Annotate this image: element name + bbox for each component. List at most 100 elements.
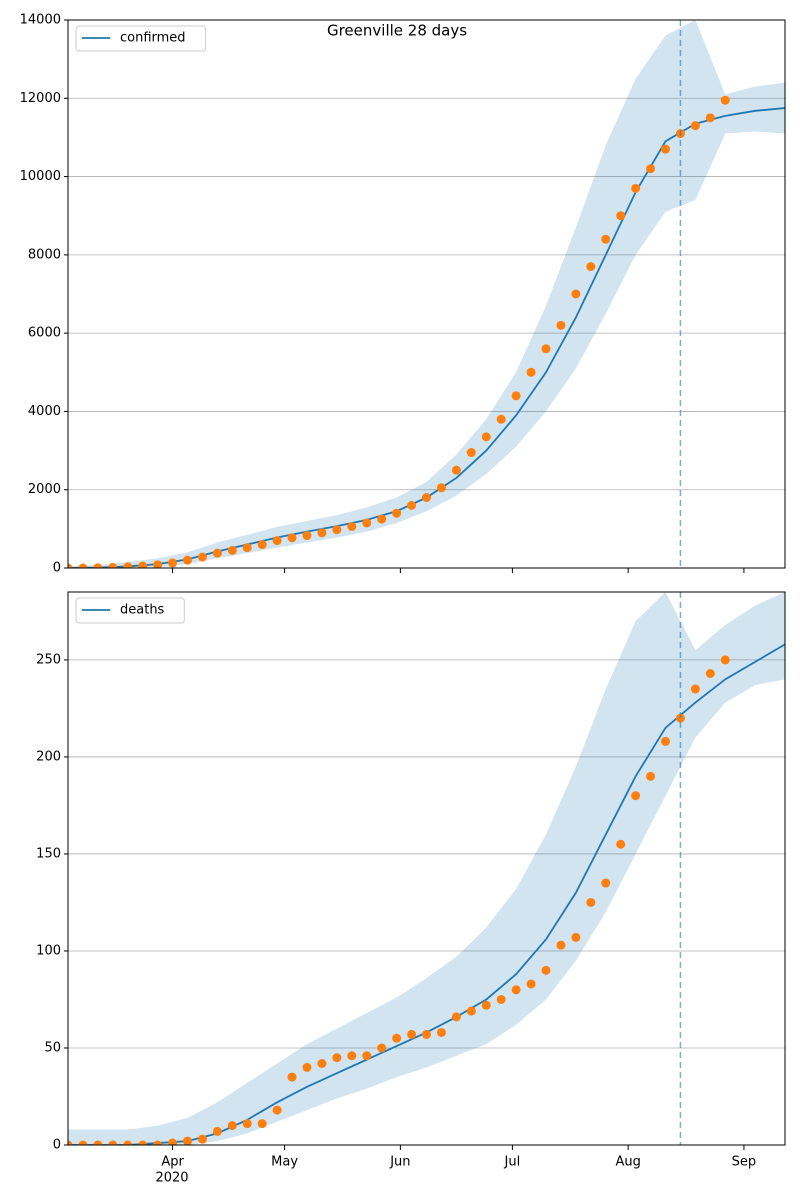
- x-tick-label: Jun: [389, 1155, 410, 1170]
- observed-point: [197, 1134, 207, 1144]
- observed-point: [541, 965, 551, 975]
- observed-point: [571, 932, 581, 942]
- observed-point: [78, 563, 88, 568]
- observed-point: [526, 979, 536, 989]
- observed-point: [332, 525, 342, 535]
- y-tick-label: 10000: [20, 169, 61, 184]
- observed-point: [93, 1140, 103, 1145]
- observed-point: [451, 1012, 461, 1022]
- observed-point: [496, 414, 506, 424]
- observed-point: [212, 548, 222, 558]
- y-tick-label: 150: [36, 846, 61, 861]
- observed-point: [481, 432, 491, 442]
- observed-point: [616, 839, 626, 849]
- observed-point: [616, 211, 626, 221]
- year-label: 2020: [155, 1171, 188, 1186]
- observed-point: [661, 736, 670, 746]
- plot-area: [68, 20, 785, 568]
- observed-point: [153, 1140, 163, 1145]
- observed-point: [407, 500, 417, 510]
- legend-label: confirmed: [120, 31, 186, 46]
- y-tick-label: 50: [44, 1040, 61, 1055]
- observed-point: [347, 1051, 357, 1061]
- observed-point: [377, 514, 387, 524]
- legend: confirmed: [75, 25, 207, 52]
- observed-point: [138, 1140, 148, 1145]
- x-tick-label: Jul: [504, 1155, 521, 1170]
- observed-point: [302, 1062, 312, 1072]
- observed-point: [362, 518, 372, 528]
- observed-point: [556, 940, 566, 950]
- observed-point: [705, 668, 715, 678]
- legend: deaths: [75, 597, 185, 624]
- y-tick-label: 200: [36, 749, 61, 764]
- y-tick-label: 100: [36, 943, 61, 958]
- observed-point: [526, 367, 536, 377]
- y-tick-label: 2000: [28, 482, 61, 497]
- observed-point: [705, 113, 715, 123]
- observed-point: [481, 1000, 491, 1010]
- observed-point: [646, 164, 656, 174]
- observed-point: [690, 684, 700, 694]
- observed-point: [720, 95, 730, 105]
- observed-point: [68, 1140, 73, 1145]
- observed-point: [422, 1029, 431, 1039]
- observed-point: [287, 533, 297, 543]
- observed-point: [257, 1119, 267, 1129]
- observed-point: [511, 985, 521, 995]
- observed-point: [646, 771, 656, 781]
- legend-box: [75, 25, 207, 52]
- observed-point: [511, 391, 521, 401]
- observed-point: [197, 552, 207, 562]
- observed-point: [272, 1105, 282, 1115]
- observed-point: [138, 561, 148, 568]
- uncertainty-band: [68, 592, 785, 1145]
- observed-point: [272, 536, 282, 546]
- observed-point: [78, 1140, 88, 1145]
- observed-point: [377, 1043, 387, 1053]
- observed-point: [317, 528, 327, 538]
- observed-point: [168, 558, 178, 568]
- observed-point: [183, 1136, 192, 1145]
- observed-point: [466, 1006, 476, 1016]
- observed-point: [436, 483, 446, 493]
- observed-point: [183, 555, 192, 565]
- y-tick-label: 0: [53, 1138, 61, 1153]
- observed-point: [422, 493, 431, 503]
- observed-point: [466, 448, 476, 458]
- observed-point: [392, 508, 402, 518]
- x-tick-label: May: [271, 1155, 298, 1170]
- observed-point: [601, 878, 611, 888]
- observed-point: [242, 543, 252, 553]
- observed-point: [496, 994, 506, 1004]
- observed-point: [586, 897, 596, 907]
- observed-point: [302, 531, 312, 541]
- observed-point: [287, 1072, 297, 1082]
- observed-point: [362, 1051, 372, 1061]
- observed-point: [720, 655, 730, 665]
- observed-point: [212, 1126, 222, 1136]
- legend-box: [75, 597, 185, 624]
- uncertainty-band: [68, 20, 785, 568]
- observed-point: [257, 540, 267, 550]
- legend-label: deaths: [120, 603, 165, 618]
- y-tick-label: 12000: [20, 91, 61, 106]
- figure-title: Greenville 28 days: [327, 22, 467, 40]
- x-tick-label: Aug: [615, 1155, 640, 1170]
- observed-point: [661, 144, 670, 154]
- observed-point: [108, 562, 118, 568]
- observed-point: [392, 1033, 402, 1043]
- observed-point: [123, 562, 133, 568]
- observed-point: [541, 344, 551, 354]
- observed-point: [675, 713, 685, 723]
- observed-point: [571, 289, 581, 299]
- observed-point: [227, 545, 237, 555]
- observed-point: [123, 1140, 133, 1145]
- observed-point: [601, 234, 611, 244]
- y-tick-label: 0: [53, 561, 61, 576]
- y-tick-label: 4000: [28, 404, 61, 419]
- observed-point: [631, 183, 641, 193]
- plot-area: [68, 592, 785, 1145]
- observed-point: [586, 262, 596, 272]
